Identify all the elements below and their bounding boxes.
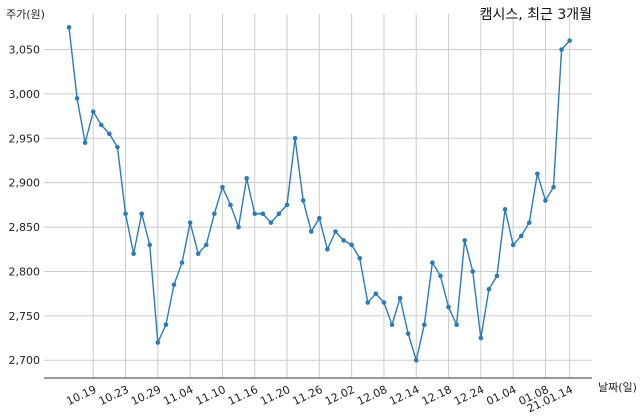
data-point [131, 251, 136, 257]
x-tick-label: 12.14 [387, 383, 421, 408]
x-tick-label: 10.19 [64, 383, 98, 408]
y-tick-label: 2,800 [9, 265, 41, 278]
x-tick-label: 11.26 [291, 383, 325, 408]
price-series-points [66, 25, 572, 363]
data-point [446, 304, 451, 310]
x-tick-label: 01.04 [484, 383, 518, 408]
data-point [155, 340, 161, 345]
data-point [292, 135, 298, 141]
x-tick-label: 12.08 [355, 383, 389, 408]
grid-lines [44, 14, 592, 378]
data-point [163, 322, 169, 328]
data-point [341, 238, 346, 243]
data-point [147, 242, 153, 248]
data-point [502, 207, 508, 212]
data-point [470, 269, 476, 274]
y-tick-label: 2,700 [9, 354, 41, 367]
data-point [252, 211, 258, 217]
data-point [260, 211, 266, 217]
data-point [494, 273, 500, 279]
data-point [430, 260, 435, 265]
y-axis-label: 주가(원) [6, 8, 45, 21]
data-point [397, 295, 403, 301]
data-point [236, 224, 241, 230]
y-tick-label: 3,000 [9, 88, 41, 101]
x-tick-label: 11.16 [226, 383, 260, 408]
data-point [268, 220, 274, 225]
data-point [357, 255, 363, 261]
data-point [308, 229, 314, 234]
data-point [123, 211, 128, 217]
data-point [438, 273, 443, 279]
data-point [373, 291, 379, 296]
data-point [486, 286, 492, 292]
data-point [405, 331, 411, 336]
data-point [276, 211, 282, 217]
y-tick-label: 3,050 [9, 44, 41, 57]
data-point [179, 260, 185, 265]
x-tick-label: 12.02 [323, 383, 357, 408]
x-tick-label: 10.29 [129, 383, 163, 408]
data-point [349, 242, 354, 248]
data-point [543, 198, 548, 203]
data-point [381, 300, 387, 305]
data-point [284, 202, 290, 208]
data-point [212, 211, 217, 217]
data-point [526, 220, 532, 225]
data-point [317, 215, 322, 221]
x-tick-label: 12.24 [452, 383, 486, 408]
data-point [510, 242, 516, 248]
data-point [454, 322, 459, 328]
data-point [115, 144, 120, 150]
data-point [567, 38, 572, 43]
x-tick-label: 11.04 [161, 383, 195, 408]
data-point [413, 357, 419, 363]
chart-title: 캠시스, 최근 3개월 [479, 7, 592, 23]
data-point [325, 246, 330, 252]
data-point [90, 109, 96, 114]
data-point [518, 233, 524, 239]
data-point [74, 96, 80, 101]
y-tick-labels: 2,700 2,750 2,800 2,850 2,900 2,950 3,000 3,050 [9, 44, 41, 368]
data-point [478, 335, 484, 341]
data-point [203, 242, 209, 248]
data-point [139, 211, 144, 217]
data-point [462, 238, 467, 243]
data-point [107, 131, 112, 137]
data-point [559, 47, 564, 52]
data-point [535, 171, 540, 177]
data-point [187, 220, 193, 225]
x-tick-labels: 10.1910.2310.2911.0411.1011.1611.2011.26… [64, 383, 574, 415]
y-tick-label: 2,850 [9, 221, 41, 234]
x-tick-label: 11.20 [258, 383, 292, 408]
data-point [171, 282, 177, 288]
data-point [300, 198, 306, 203]
data-point [66, 25, 72, 30]
y-tick-label: 2,750 [9, 310, 41, 323]
data-point [99, 122, 104, 128]
y-tick-label: 2,900 [9, 177, 41, 190]
data-point [82, 140, 88, 146]
x-tick-label: 12.18 [420, 383, 454, 408]
data-point [228, 202, 233, 208]
data-point [220, 184, 225, 190]
x-tick-label: 11.10 [194, 383, 228, 408]
y-tick-label: 2,950 [9, 132, 41, 145]
data-point [551, 184, 556, 190]
x-axis-label: 날짜(일) [598, 381, 637, 394]
data-point [333, 229, 338, 234]
data-point [365, 300, 371, 305]
x-tick-label: 10.23 [97, 383, 131, 408]
data-point [389, 322, 395, 328]
data-point [422, 322, 427, 328]
data-point [195, 251, 201, 257]
data-point [244, 175, 249, 181]
